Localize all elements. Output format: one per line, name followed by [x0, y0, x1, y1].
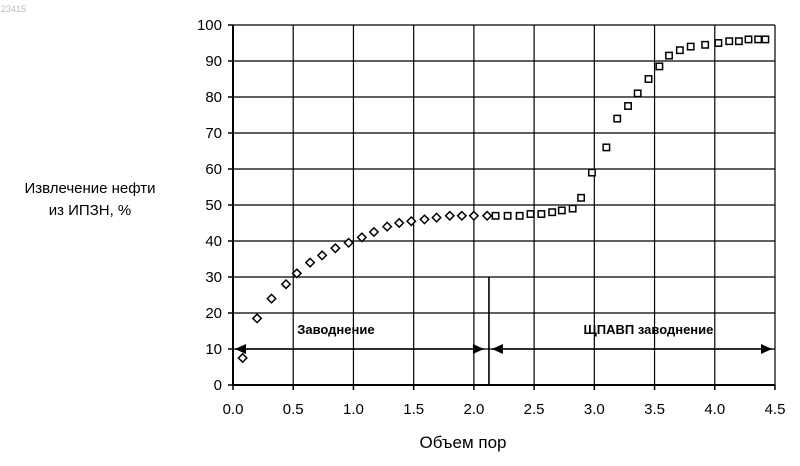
- data-point-diamond: [470, 212, 478, 220]
- y-tick-label: 50: [205, 197, 222, 214]
- data-point-square: [726, 38, 732, 44]
- data-point-square: [589, 169, 595, 175]
- y-axis-title-line-2: из ИПЗН, %: [49, 202, 132, 219]
- y-tick-label: 60: [205, 161, 222, 178]
- annotation-label: ЩПАВП заводнение: [584, 322, 714, 337]
- x-axis-title: Объем пор: [419, 433, 506, 452]
- data-point-square: [538, 211, 544, 217]
- x-tick-label: 4.5: [765, 401, 786, 418]
- x-tick-label: 2.0: [463, 401, 484, 418]
- arrow-head: [473, 344, 484, 354]
- data-point-diamond: [344, 239, 352, 247]
- data-point-diamond: [432, 213, 440, 221]
- data-point-square: [656, 63, 662, 69]
- data-point-square: [715, 40, 721, 46]
- arrow-head: [492, 344, 503, 354]
- data-point-diamond: [282, 280, 290, 288]
- data-point-square: [666, 52, 672, 58]
- data-point-diamond: [370, 228, 378, 236]
- annotations: Заводнение ЩПАВП заводнение: [235, 277, 772, 385]
- arrow-head: [235, 344, 246, 354]
- data-point-diamond: [267, 294, 275, 302]
- x-tick-label: 3.0: [584, 401, 605, 418]
- data-point-diamond: [446, 212, 454, 220]
- data-point-square: [634, 90, 640, 96]
- y-axis-title-line-1: Извлечение нефти: [24, 180, 155, 197]
- x-tick-label: 1.0: [343, 401, 364, 418]
- data-point-square: [745, 36, 751, 42]
- x-tick-label: 2.5: [524, 401, 545, 418]
- y-tick-label: 30: [205, 269, 222, 286]
- data-point-square: [677, 47, 683, 53]
- x-tick-label: 0.0: [223, 401, 244, 418]
- y-tick-label: 100: [197, 17, 222, 34]
- data-point-square: [702, 42, 708, 48]
- data-point-diamond: [383, 222, 391, 230]
- x-tick-label: 1.5: [403, 401, 424, 418]
- data-point-square: [762, 36, 768, 42]
- data-point-square: [549, 209, 555, 215]
- data-point-square: [736, 38, 742, 44]
- data-point-diamond: [331, 244, 339, 252]
- data-point-diamond: [458, 212, 466, 220]
- data-point-square: [492, 213, 498, 219]
- data-point-diamond: [306, 258, 314, 266]
- data-point-diamond: [318, 251, 326, 259]
- data-point-square: [527, 211, 533, 217]
- data-point-square: [755, 36, 761, 42]
- data-point-diamond: [253, 314, 261, 322]
- arrow-head: [761, 344, 772, 354]
- data-point-diamond: [395, 219, 403, 227]
- tick-labels: 0.0 0.5 1.0 1.5 2.0 2.5 3.0 3.5 4.0 4.5 0 10 20 30 40 5…: [197, 17, 785, 418]
- data-point-diamond: [238, 354, 246, 362]
- annotation-label: Заводнение: [297, 322, 374, 337]
- data-point-square: [516, 213, 522, 219]
- y-tick-label: 20: [205, 305, 222, 322]
- y-tick-label: 0: [214, 377, 222, 394]
- y-tick-label: 10: [205, 341, 222, 358]
- data-point-square: [614, 115, 620, 121]
- data-point-square: [504, 213, 510, 219]
- data-point-diamond: [483, 212, 491, 220]
- x-tick-label: 3.5: [644, 401, 665, 418]
- data-point-square: [687, 43, 693, 49]
- data-point-square: [603, 144, 609, 150]
- x-tick-label: 4.0: [704, 401, 725, 418]
- y-tick-label: 70: [205, 125, 222, 142]
- data-point-square: [645, 76, 651, 82]
- data-point-diamond: [293, 269, 301, 277]
- data-point-square: [578, 195, 584, 201]
- image-stamp: 23415: [1, 4, 26, 14]
- data-point-square: [569, 205, 575, 211]
- x-tick-label: 0.5: [283, 401, 304, 418]
- y-tick-label: 40: [205, 233, 222, 250]
- y-tick-label: 90: [205, 53, 222, 70]
- data-point-square: [625, 103, 631, 109]
- data-point-square: [559, 207, 565, 213]
- data-point-diamond: [358, 233, 366, 241]
- data-point-diamond: [420, 215, 428, 223]
- y-tick-label: 80: [205, 89, 222, 106]
